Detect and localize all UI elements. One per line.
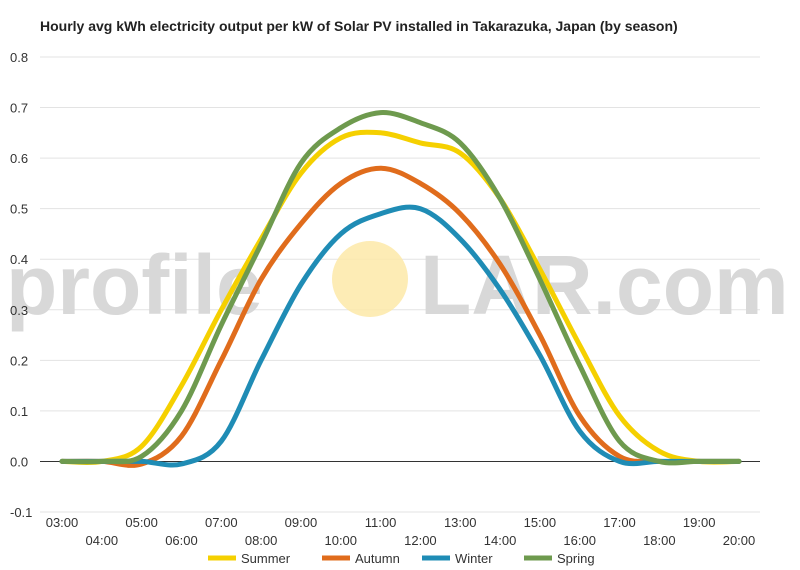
chart-title: Hourly avg kWh electricity output per kW…: [40, 18, 678, 34]
y-tick-label: 0.5: [10, 202, 28, 217]
x-tick-label: 11:00: [365, 515, 397, 530]
x-tick-label: 13:00: [444, 515, 477, 530]
x-tick-label: 05:00: [125, 515, 158, 530]
x-tick-label: 06:00: [165, 533, 198, 548]
series-layer: [59, 110, 742, 468]
watermark-text-right: LAR.com: [420, 238, 789, 332]
series-line-spring: [59, 110, 742, 466]
y-tick-label: 0.8: [10, 50, 28, 65]
legend: Summer Autumn Winter Spring: [208, 551, 595, 566]
x-tick-label: 04:00: [86, 533, 119, 548]
y-tick-label: 0.4: [10, 252, 28, 267]
y-tick-label: 0.2: [10, 353, 28, 368]
x-tick-label: 16:00: [563, 533, 596, 548]
y-tick-label: 0.6: [10, 151, 28, 166]
x-tick-label: 09:00: [285, 515, 318, 530]
series-line-winter: [59, 204, 742, 468]
y-tick-label: -0.1: [10, 505, 32, 520]
x-tick-label: 03:00: [46, 515, 79, 530]
x-tick-label: 14:00: [484, 533, 517, 548]
x-tick-label: 10:00: [324, 533, 357, 548]
x-tick-label: 17:00: [603, 515, 636, 530]
series-line-summer: [59, 129, 742, 466]
x-tick-label: 19:00: [683, 515, 716, 530]
y-tick-label: 0.7: [10, 101, 28, 116]
x-tick-label: 15:00: [524, 515, 557, 530]
x-tick-label: 20:00: [723, 533, 756, 548]
legend-label-winter: Winter: [455, 551, 493, 566]
y-tick-label: 0.1: [10, 404, 28, 419]
legend-label-summer: Summer: [241, 551, 291, 566]
series-line-autumn: [59, 165, 742, 468]
y-tick-label: 0.0: [10, 454, 28, 469]
x-tick-label: 12:00: [404, 533, 437, 548]
axis-layer: -0.1 0.0 0.1 0.2 0.3 0.4 0.5 0.6 0.7 0.8 03:00 04:0…: [10, 50, 760, 548]
x-tick-label: 18:00: [643, 533, 676, 548]
x-tick-label: 08:00: [245, 533, 278, 548]
x-tick-label: 07:00: [205, 515, 238, 530]
y-tick-label: 0.3: [10, 303, 28, 318]
legend-label-autumn: Autumn: [355, 551, 400, 566]
watermark: profile LAR.com: [6, 238, 789, 332]
legend-label-spring: Spring: [557, 551, 595, 566]
watermark-sun-icon: [332, 241, 408, 317]
